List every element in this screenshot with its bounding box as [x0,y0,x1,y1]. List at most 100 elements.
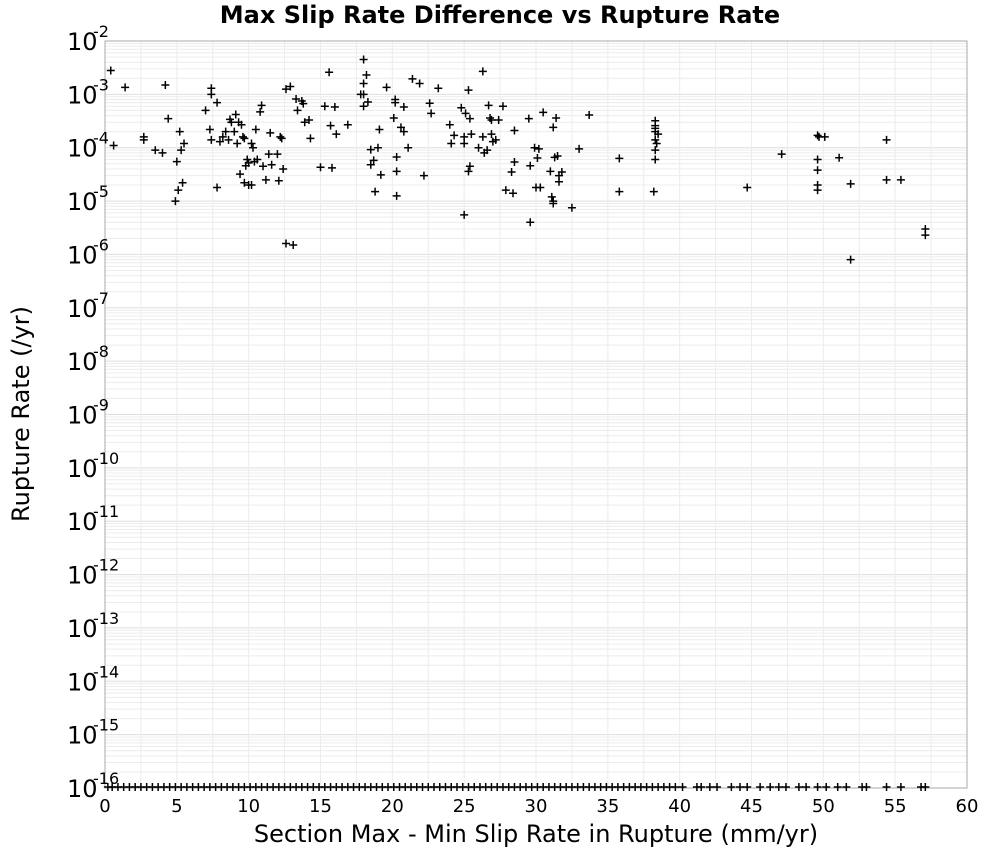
data-point [177,146,186,155]
data-point [408,74,417,83]
data-point [392,191,401,200]
y-tick-label: 10-3 [67,75,109,109]
x-tick-label: 25 [453,796,476,817]
grid [104,40,968,789]
data-point [415,79,424,88]
y-tick-label: 10-14 [67,662,119,696]
y-tick-exponent: -7 [93,289,109,308]
data-point [282,239,291,248]
zero-rate-point [842,783,851,791]
data-point [835,153,844,162]
data-point [320,102,329,111]
zero-rate-point [736,783,745,791]
y-tick-base: 10 [67,775,98,803]
data-point [501,186,510,195]
data-point [375,125,384,134]
data-point [286,82,295,91]
data-point [175,127,184,136]
data-point [359,90,368,99]
data-point [464,167,473,176]
data-point [526,218,535,227]
y-tick-base: 10 [67,81,98,109]
data-point [326,121,335,130]
data-point [539,108,548,117]
data-point [282,85,291,94]
data-point [299,99,308,108]
zero-rate-point [774,783,783,791]
data-point [389,114,398,123]
data-point [396,123,405,132]
zero-rate-point [802,783,811,791]
data-point [359,79,368,88]
data-point [484,101,493,110]
data-point [487,116,496,125]
data-point [460,210,469,219]
data-point [121,83,130,92]
data-point [373,143,382,152]
data-point [279,164,288,173]
zero-rate-point [713,783,722,791]
y-tick-label: 10-12 [67,556,119,590]
data-point [174,186,183,195]
data-point [557,168,566,177]
data-point [325,68,334,77]
y-tick-label: 10-11 [67,502,119,536]
zero-rate-point [781,783,790,791]
y-tick-exponent: -10 [93,449,119,468]
zero-rate-point [727,783,736,791]
data-point [151,146,160,155]
data-point [215,137,224,146]
data-point [427,109,436,118]
y-tick-base: 10 [67,28,98,56]
x-tick-label: 45 [740,796,763,817]
data-point [465,162,474,171]
data-points [106,55,930,264]
data-point [846,255,855,264]
data-point [651,124,660,133]
data-point [547,192,556,201]
y-axis-ticks: 10-210-310-410-510-610-710-810-910-1010-… [67,22,119,803]
data-point [585,111,594,120]
y-tick-label: 10-10 [67,449,119,483]
data-point [178,178,187,187]
zero-rate-point [813,783,822,791]
data-point [425,99,434,108]
data-point [554,177,563,186]
data-point [552,114,561,123]
data-point [207,90,216,99]
data-point [267,160,276,169]
data-point [882,135,891,144]
data-point [399,127,408,136]
data-point [524,114,533,123]
data-point [546,167,555,176]
y-tick-exponent: -13 [93,609,119,628]
y-tick-exponent: -2 [93,22,109,41]
y-tick-base: 10 [67,241,98,269]
data-point [251,125,260,134]
data-point [450,131,459,140]
data-point [218,132,227,141]
x-tick-label: 15 [309,796,332,817]
y-tick-base: 10 [67,295,98,323]
data-point [553,151,562,160]
data-point [238,132,247,141]
data-point [813,131,822,140]
data-point [820,132,829,141]
data-point [237,120,246,129]
y-tick-label: 10-5 [67,182,109,216]
data-point [330,102,339,111]
data-point [227,118,236,127]
data-point [615,154,624,163]
zero-rate-point [921,783,930,791]
data-point [813,186,822,195]
plot-frame [104,40,968,789]
y-tick-exponent: -8 [93,342,109,361]
y-tick-label: 10-15 [67,716,119,750]
x-tick-label: 40 [668,796,691,817]
data-point [896,175,905,184]
zero-rate-point [756,783,765,791]
data-point [474,143,483,152]
data-point [171,197,180,206]
data-point [882,175,891,184]
data-point [264,150,273,159]
